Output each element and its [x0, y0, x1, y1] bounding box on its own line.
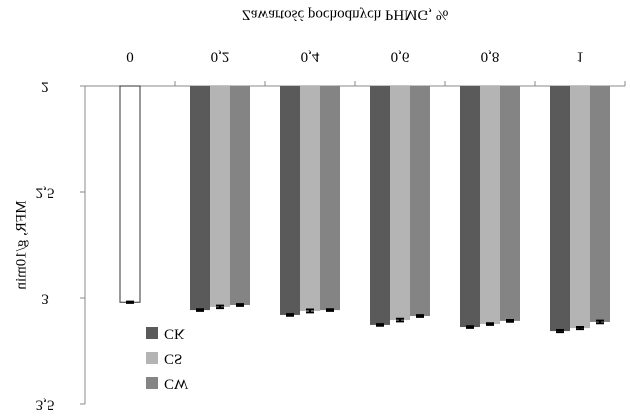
x-tick-label: 1	[576, 49, 584, 65]
chart-title: Zawartość pochodnych PHMG, %	[242, 7, 449, 23]
bar	[460, 86, 480, 328]
legend-label: CS	[164, 351, 182, 367]
y-tick-label: 3	[41, 291, 49, 307]
error-bar	[416, 314, 424, 318]
error-bar	[486, 322, 494, 326]
bar	[370, 86, 390, 325]
legend-swatch	[146, 377, 158, 389]
error-bar	[196, 308, 204, 312]
x-tick-label: 0	[126, 49, 134, 65]
bar	[390, 86, 410, 321]
bar	[590, 86, 610, 322]
bar	[230, 86, 250, 305]
error-bar	[236, 303, 244, 307]
error-bar	[596, 319, 604, 325]
bar	[570, 86, 590, 329]
error-bar	[376, 323, 384, 327]
bar	[500, 86, 520, 321]
bar	[210, 86, 230, 307]
error-bar	[396, 317, 404, 323]
bar	[280, 86, 300, 315]
bar	[119, 85, 141, 303]
y-tick-label: 2,5	[36, 185, 55, 201]
error-bar	[216, 304, 224, 310]
bar	[300, 86, 320, 311]
error-bar	[576, 326, 584, 331]
y-tick-label: 3,5	[36, 397, 55, 413]
legend-swatch	[146, 352, 158, 364]
x-tick-label: 0,6	[391, 49, 410, 65]
legend-label: CK	[164, 326, 185, 342]
x-tick-label: 0,8	[481, 49, 500, 65]
legend-swatch	[146, 327, 158, 339]
legend-label: CW	[164, 376, 189, 392]
x-tick-label: 0,2	[211, 49, 230, 65]
bar	[480, 86, 500, 325]
error-bar	[466, 325, 474, 329]
error-bar	[306, 308, 314, 314]
bar	[320, 86, 340, 311]
error-bar	[286, 313, 294, 317]
error-bar	[506, 319, 514, 323]
bar	[550, 86, 570, 332]
error-bar	[556, 329, 564, 334]
y-tick-label: 2	[41, 79, 49, 95]
bar	[410, 86, 430, 317]
y-axis-label: MFR, g/10min	[13, 200, 29, 290]
error-bar	[126, 300, 134, 304]
error-bar	[326, 308, 334, 312]
bar	[190, 86, 210, 311]
x-tick-label: 0,4	[301, 49, 320, 65]
